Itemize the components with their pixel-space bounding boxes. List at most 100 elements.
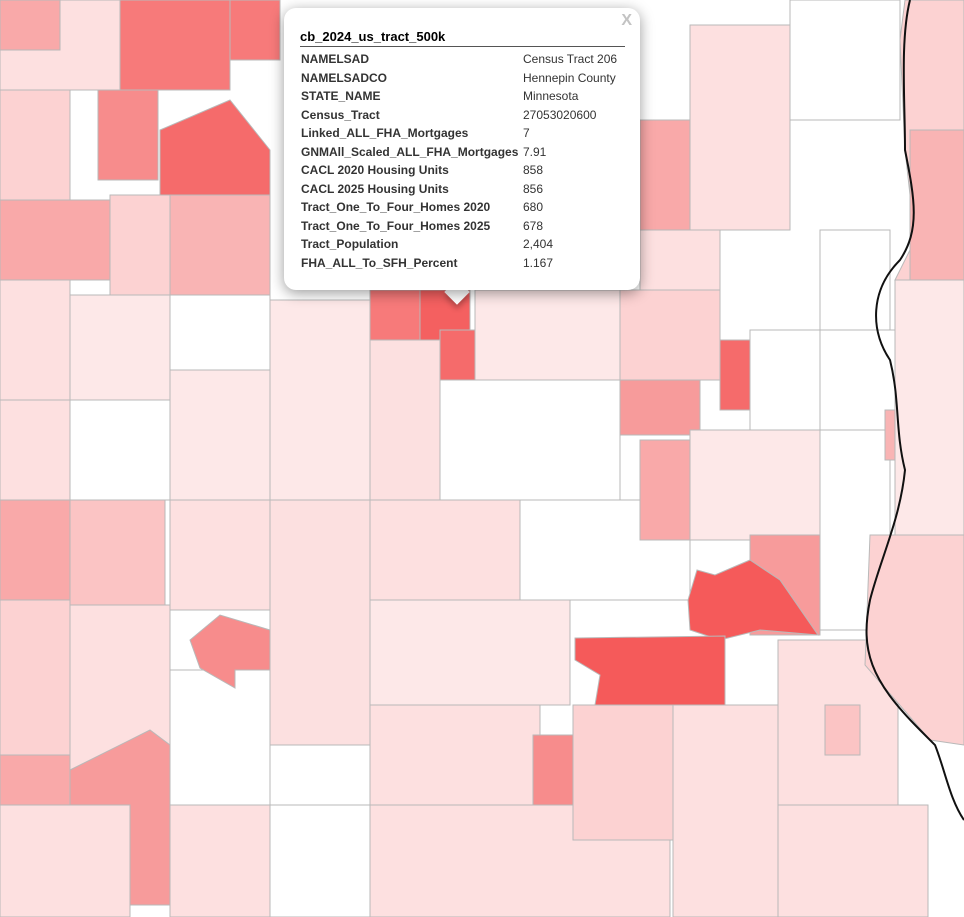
tract [639,229,721,291]
tract [474,289,621,381]
field-value: 7.91 [523,144,547,159]
attribute-row: CACL 2020 Housing Units 858 [301,161,617,180]
field-name: NAMELSADCO [301,70,387,85]
river-boundary [865,0,964,821]
attribute-row: Tract_One_To_Four_Homes 2025 678 [301,217,617,236]
tract [0,804,131,917]
tract [0,399,71,501]
field-value: 678 [523,218,544,233]
tract [532,734,574,806]
attribute-row: NAMELSADCO Hennepin County [301,69,617,88]
tract [69,294,171,401]
field-value: 1.167 [523,255,554,270]
tract [824,704,861,756]
tract [369,704,541,806]
attribute-row: Census_Tract 27053020600 [301,106,617,125]
tract [572,704,674,841]
tract [269,299,371,501]
tract [864,534,964,746]
field-value: 2,404 [523,237,554,251]
popup: X cb_2024_us_tract_500k NAMELSAD Census T… [284,8,640,290]
tract [719,339,751,411]
tract [574,635,726,706]
tract [777,804,929,917]
tract [789,0,901,121]
tract [819,229,891,331]
attribute-row: Tract_Population 2,404 [301,235,617,254]
attribute-table: NAMELSAD Census Tract 206 NAMELSADCO Hennep… [301,50,617,272]
field-name: GNMAll_Scaled_ALL_FHA_Mortgages [301,144,519,159]
tract [619,289,721,381]
attribute-row: Tract_One_To_Four_Homes 2020 680 [301,198,617,217]
field-value: Hennepin County [523,70,616,85]
tract [687,559,820,641]
tract [819,329,896,431]
close-button[interactable]: X [621,12,632,29]
tract [369,339,441,501]
field-value: 858 [523,163,544,177]
tract [0,89,71,201]
field-value: 680 [523,200,544,214]
field-name: Linked_ALL_FHA_Mortgages [301,126,469,140]
tract [0,599,71,756]
field-name: Census_Tract [301,107,380,122]
tract [369,289,421,341]
tract [369,499,521,601]
tract [169,669,271,806]
tract [689,24,791,231]
attribute-row: Linked_ALL_FHA_Mortgages 7 [301,124,617,143]
tract [169,804,271,917]
tract [97,89,159,181]
tract [189,614,271,689]
field-name: FHA_ALL_To_SFH_Percent [301,255,458,270]
tract [369,599,571,706]
field-name: Tract_Population [301,237,399,251]
tract [909,129,964,281]
popup-title: cb_2024_us_tract_500k [300,29,625,47]
field-name: Tract_One_To_Four_Homes 2025 [301,218,491,233]
tract [439,329,476,381]
tract [169,369,271,501]
field-name: CACL 2020 Housing Units [301,163,449,177]
attribute-row: STATE_NAME Minnesota [301,87,617,106]
tract [169,194,271,296]
field-value: 7 [523,126,530,140]
tract [0,754,71,806]
field-name: STATE_NAME [301,89,381,103]
field-name: NAMELSAD [301,52,369,66]
tract [269,499,371,746]
tract [159,99,271,196]
tract [119,0,231,91]
tract [269,804,371,917]
tract [69,399,171,501]
field-value: Minnesota [523,89,579,103]
tract [169,294,271,371]
tract [439,379,621,501]
tract [689,429,821,541]
tract [69,499,166,606]
attribute-row: FHA_ALL_To_SFH_Percent 1.167 [301,254,617,273]
field-value: 856 [523,181,544,196]
tract [672,704,779,917]
tract [0,199,111,281]
field-value: 27053020600 [523,107,597,122]
tract [639,119,691,231]
field-value: Census Tract 206 [523,52,618,66]
tract [619,379,701,436]
attribute-row: NAMELSAD Census Tract 206 [301,50,617,69]
attribute-row: GNMAll_Scaled_ALL_FHA_Mortgages 7.91 [301,143,617,162]
tract [749,329,821,431]
field-name: CACL 2025 Housing Units [301,181,449,196]
tract [0,499,71,601]
attribute-row: CACL 2025 Housing Units 856 [301,180,617,199]
tract [0,279,71,401]
tract [169,499,271,611]
tract [229,0,281,61]
tract [0,0,61,51]
tract [894,279,964,536]
field-name: Tract_One_To_Four_Homes 2020 [301,200,491,214]
tract [109,194,171,296]
